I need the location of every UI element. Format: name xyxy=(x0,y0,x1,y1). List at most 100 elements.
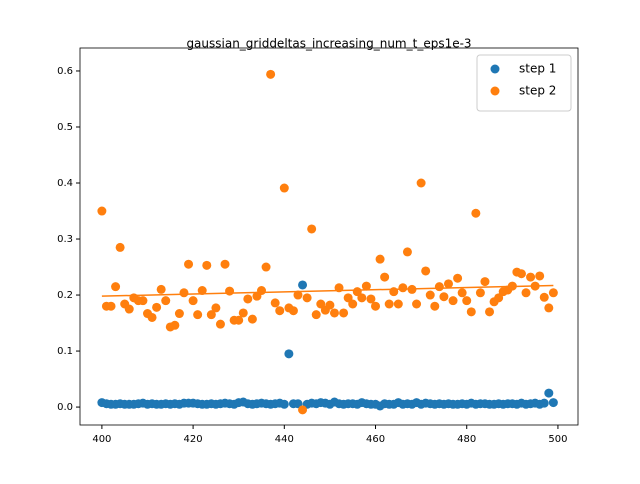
point xyxy=(266,69,276,79)
point xyxy=(234,315,244,325)
point xyxy=(402,247,412,257)
point xyxy=(325,300,335,310)
point xyxy=(494,293,504,303)
point xyxy=(152,302,162,312)
legend-box xyxy=(476,54,572,112)
point xyxy=(371,301,381,311)
y-tick-label: 0.3 xyxy=(57,234,73,245)
point xyxy=(457,288,467,298)
x-tick-label: 420 xyxy=(184,434,203,445)
point xyxy=(124,304,134,314)
point xyxy=(425,290,435,300)
point xyxy=(430,301,440,311)
legend-label: step 1 xyxy=(519,62,556,76)
point xyxy=(106,301,116,311)
y-tick-label: 0.1 xyxy=(57,346,73,357)
point xyxy=(279,399,289,409)
point xyxy=(161,296,171,306)
point xyxy=(97,206,107,216)
x-tick-label: 480 xyxy=(457,434,476,445)
point xyxy=(316,299,326,309)
point xyxy=(380,272,390,282)
trend-line xyxy=(101,284,554,297)
x-tick-label: 440 xyxy=(275,434,294,445)
point xyxy=(311,310,321,320)
point xyxy=(348,299,358,309)
point xyxy=(115,242,125,252)
point xyxy=(434,282,444,292)
point xyxy=(174,309,184,319)
y-tick-label: 0.6 xyxy=(57,66,73,77)
point xyxy=(293,290,303,300)
point xyxy=(448,296,458,306)
point xyxy=(439,292,449,302)
point xyxy=(275,306,285,316)
point xyxy=(393,299,403,309)
point xyxy=(384,299,394,309)
point xyxy=(521,288,531,298)
point xyxy=(421,266,431,276)
point xyxy=(225,286,235,296)
point xyxy=(261,262,271,272)
point xyxy=(270,298,280,308)
point xyxy=(361,281,371,291)
point xyxy=(215,319,225,329)
point xyxy=(184,259,194,269)
point xyxy=(480,277,490,287)
point xyxy=(188,296,198,306)
x-tick-label: 460 xyxy=(366,434,385,445)
point xyxy=(156,284,166,294)
point xyxy=(298,280,308,290)
point xyxy=(247,314,257,324)
y-tick-label: 0.2 xyxy=(57,290,73,301)
point xyxy=(398,283,408,293)
point xyxy=(257,286,267,296)
chart-title: gaussian_griddeltas_increasing_num_t_eps… xyxy=(186,37,471,51)
point xyxy=(475,288,485,298)
point xyxy=(339,308,349,318)
point xyxy=(147,312,157,322)
point xyxy=(111,282,121,292)
point xyxy=(485,307,495,317)
point xyxy=(544,388,554,398)
point xyxy=(544,303,554,313)
point xyxy=(170,320,180,330)
y-tick-label: 0.0 xyxy=(57,402,73,413)
x-tick-label: 500 xyxy=(548,434,567,445)
legend-label: step 2 xyxy=(519,84,556,98)
point xyxy=(298,405,308,415)
point xyxy=(366,294,376,304)
point xyxy=(526,272,536,282)
point xyxy=(375,254,385,264)
point xyxy=(462,296,472,306)
point xyxy=(329,308,339,318)
point xyxy=(539,292,549,302)
point xyxy=(443,279,453,289)
point xyxy=(307,224,317,234)
point xyxy=(238,308,248,318)
point xyxy=(412,299,422,309)
point xyxy=(539,398,549,408)
point xyxy=(138,296,148,306)
point xyxy=(466,307,476,317)
point xyxy=(471,208,481,218)
point xyxy=(197,286,207,296)
point xyxy=(284,349,294,359)
y-tick-label: 0.4 xyxy=(57,178,73,189)
point xyxy=(202,260,212,270)
plot-frame xyxy=(79,47,579,426)
point xyxy=(179,288,189,298)
x-tick-label: 400 xyxy=(92,434,111,445)
point xyxy=(453,273,463,283)
point xyxy=(516,269,526,279)
point xyxy=(193,310,203,320)
point xyxy=(206,310,216,320)
point xyxy=(357,293,367,303)
point xyxy=(220,259,230,269)
legend-marker xyxy=(490,86,500,96)
point xyxy=(416,178,426,188)
point xyxy=(243,294,253,304)
point xyxy=(548,398,558,408)
